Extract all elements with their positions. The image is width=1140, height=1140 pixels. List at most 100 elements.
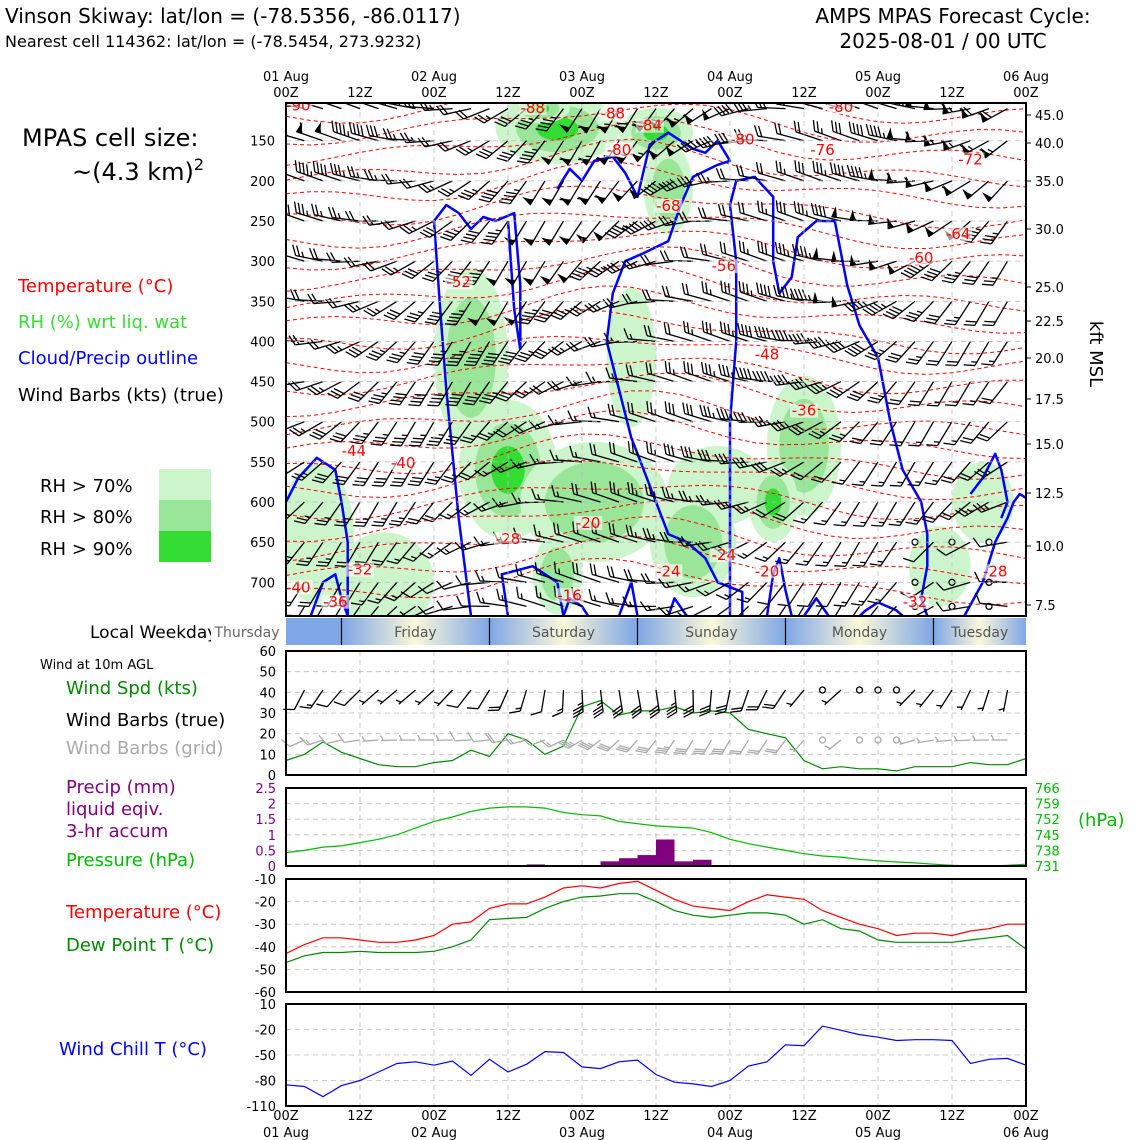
profile-wind-barb — [426, 421, 454, 447]
barb-feather — [665, 487, 670, 499]
barb-half-feather — [347, 131, 350, 137]
barb-feather — [695, 495, 703, 506]
barb-feather — [451, 393, 463, 396]
barb-half-feather — [286, 556, 293, 559]
barb-feather — [384, 219, 394, 229]
barb-feather — [292, 244, 297, 256]
barb-half-feather — [325, 558, 332, 560]
barb-feather — [606, 297, 615, 308]
barb-half-feather — [724, 502, 730, 508]
profile-wind-barb — [343, 300, 379, 313]
barb-half-feather — [574, 451, 578, 458]
barb-feather — [493, 430, 504, 438]
profile-wind-barb — [589, 443, 620, 463]
profile-wind-barb — [334, 501, 361, 527]
barb-feather — [325, 298, 334, 309]
barb-half-feather — [539, 569, 542, 575]
barb-feather — [645, 362, 649, 374]
barb-feather — [449, 316, 461, 319]
profile-wind-barb — [608, 522, 638, 543]
barb-feather — [649, 442, 653, 455]
barb-staff — [286, 170, 305, 182]
barb-feather — [483, 238, 495, 242]
rh-fill-blob — [286, 464, 354, 605]
barb-staff — [360, 421, 380, 445]
barb-feather — [375, 477, 387, 480]
barb-staff — [519, 421, 546, 434]
barb-feather — [329, 438, 341, 443]
barb-feather — [390, 399, 403, 403]
barb-feather — [611, 404, 615, 416]
barb-staff — [331, 260, 361, 264]
profile-wind-barb — [454, 541, 490, 551]
barb-staff — [684, 331, 712, 343]
profile-wind-barb — [664, 361, 694, 383]
barb-feather — [661, 181, 672, 191]
barb-feather — [681, 282, 686, 295]
barb-staff — [425, 140, 453, 148]
profile-wind-barb — [474, 108, 509, 124]
barb-half-feather — [652, 534, 656, 540]
barb-feather — [296, 563, 308, 567]
barb-staff — [665, 295, 694, 302]
bottom-date-label: 04 Aug — [707, 1126, 753, 1140]
barb-feather — [432, 353, 445, 356]
barb-feather — [372, 559, 384, 563]
barb-feather — [676, 536, 685, 547]
barb-feather — [714, 133, 722, 144]
barb-feather — [427, 318, 439, 322]
wind-barbs-profile — [275, 103, 1009, 616]
barb-half-feather — [453, 229, 460, 233]
wind-barbs-true-label: Wind Barbs (true) — [66, 710, 225, 731]
profile-wind-barb — [647, 140, 675, 160]
barb-feather — [608, 522, 612, 534]
barb-half-feather — [379, 349, 386, 353]
profile-wind-barb — [417, 605, 453, 615]
barb-feather — [355, 434, 367, 439]
barb-feather — [643, 220, 653, 230]
barb-feather — [430, 437, 443, 440]
pressure-tick-label: 745 — [1035, 829, 1060, 844]
barb-half-feather — [343, 517, 350, 520]
barb-feather — [445, 438, 458, 442]
barb-feather — [275, 466, 285, 477]
barb-feather — [356, 124, 360, 136]
barb-staff — [557, 340, 583, 356]
barb-feather — [390, 444, 402, 447]
barb-feather — [642, 527, 648, 539]
barb-staff — [471, 220, 491, 244]
profile-wind-barb — [627, 401, 657, 423]
barb-feather — [473, 503, 483, 512]
profile-wind-barb — [473, 501, 509, 512]
profile-wind-barb — [422, 260, 453, 282]
barb-feather — [291, 475, 303, 481]
barb-feather — [350, 602, 363, 606]
barb-feather — [534, 562, 538, 574]
temperature-label: -84 — [638, 117, 663, 135]
barb-half-feather — [485, 115, 492, 120]
barb-staff — [461, 581, 490, 586]
legend-cloud: Cloud/Precip outline — [18, 348, 198, 369]
profile-wind-barb — [443, 421, 472, 446]
barb-feather — [690, 363, 694, 375]
barb-feather — [392, 481, 404, 484]
pressure-tick-label: 150 — [250, 135, 275, 150]
barb-half-feather — [337, 213, 341, 219]
temperature-label: -80 — [829, 98, 854, 116]
barb-staff — [684, 581, 712, 593]
barb-feather — [589, 563, 593, 575]
weekday-label: Saturday — [532, 625, 595, 641]
barb-staff — [314, 103, 342, 110]
barb-feather — [414, 393, 426, 396]
barb-staff — [308, 606, 324, 616]
barb-feather — [469, 272, 481, 276]
barb-feather — [718, 453, 726, 464]
height-tick-label: 35.0 — [1035, 175, 1064, 190]
profile-wind-barb — [695, 581, 731, 597]
barb-feather — [623, 568, 629, 580]
barb-staff — [489, 180, 509, 203]
barb-half-feather — [319, 127, 322, 134]
barb-feather — [481, 195, 493, 200]
barb-feather — [308, 247, 315, 259]
barb-half-feather — [306, 557, 313, 560]
